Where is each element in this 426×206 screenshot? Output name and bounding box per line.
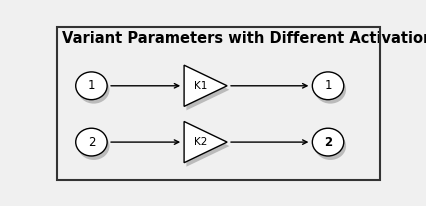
Ellipse shape: [311, 128, 343, 156]
Ellipse shape: [75, 128, 107, 156]
Polygon shape: [184, 122, 227, 163]
Ellipse shape: [78, 76, 109, 104]
Text: 2: 2: [323, 136, 331, 149]
Ellipse shape: [314, 132, 345, 160]
Ellipse shape: [311, 72, 343, 100]
Text: 1: 1: [323, 79, 331, 92]
Ellipse shape: [314, 76, 345, 104]
Text: Variant Parameters with Different Activation Times: Variant Parameters with Different Activa…: [61, 31, 426, 46]
Text: K2: K2: [193, 137, 207, 147]
Text: K1: K1: [193, 81, 207, 91]
Ellipse shape: [75, 72, 107, 100]
Text: 2: 2: [87, 136, 95, 149]
Text: 1: 1: [87, 79, 95, 92]
Polygon shape: [184, 65, 227, 107]
Polygon shape: [186, 69, 229, 110]
Polygon shape: [186, 125, 229, 167]
Ellipse shape: [78, 132, 109, 160]
